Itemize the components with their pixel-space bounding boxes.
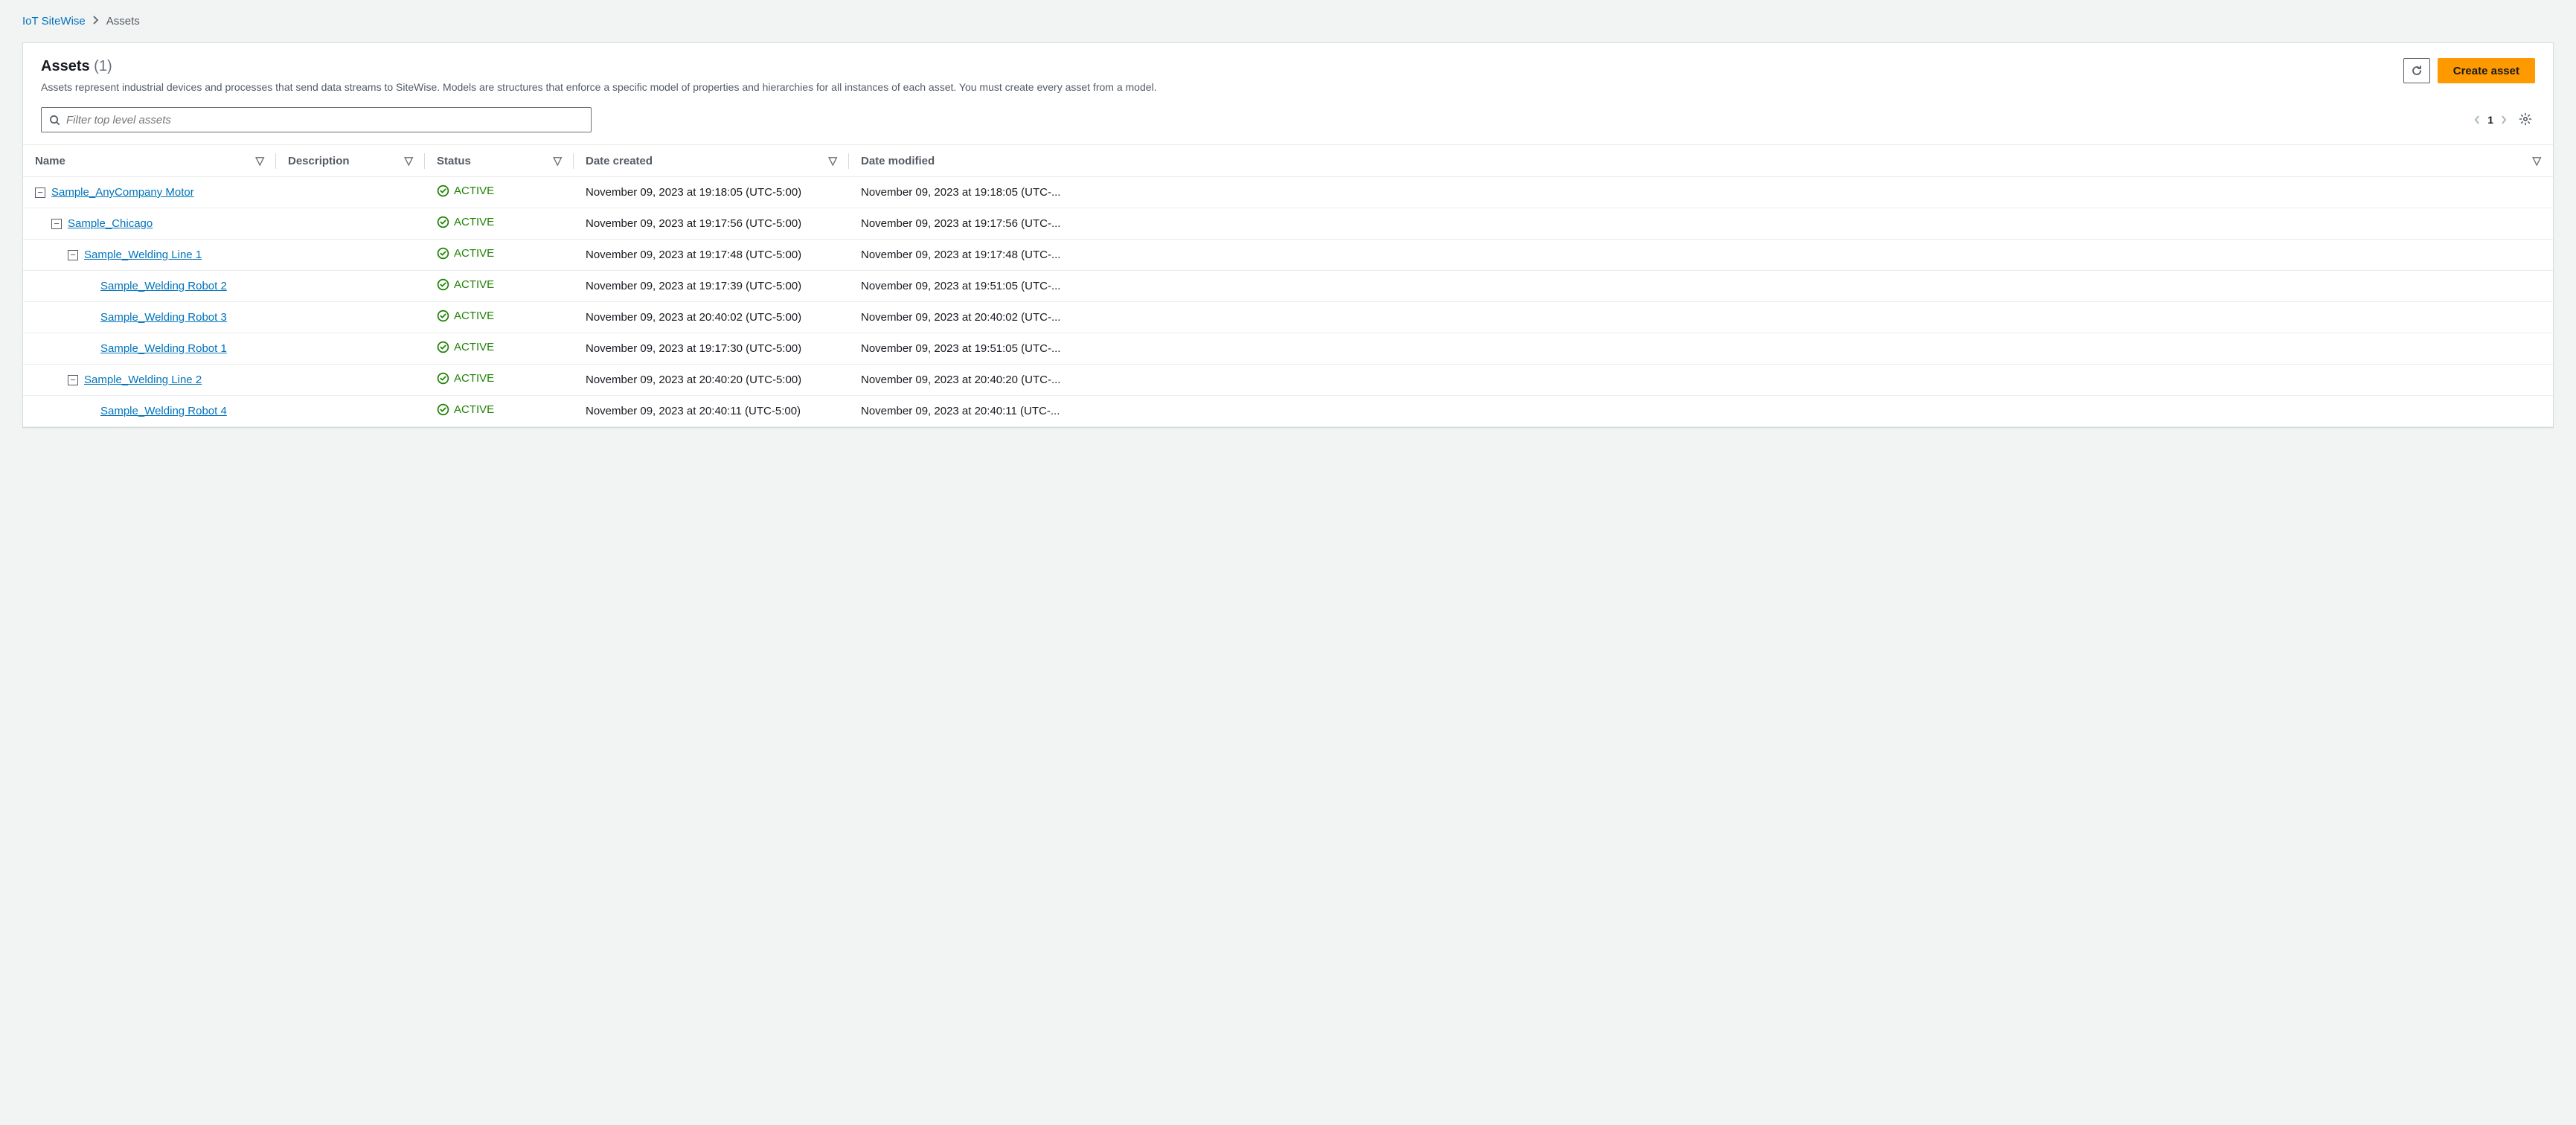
toolbar: 1	[23, 107, 2553, 144]
cell-description	[276, 177, 425, 208]
col-header-name[interactable]: Name▽	[23, 145, 276, 177]
tree-collapse-icon[interactable]: −	[68, 250, 78, 260]
cell-modified: November 09, 2023 at 19:51:05 (UTC-...	[849, 271, 2553, 302]
sort-icon: ▽	[404, 154, 413, 167]
cell-description	[276, 208, 425, 240]
refresh-button[interactable]	[2403, 58, 2430, 83]
pager-next-icon[interactable]	[2501, 115, 2507, 125]
settings-button[interactable]	[2516, 109, 2535, 131]
asset-link[interactable]: Sample_Welding Robot 3	[100, 311, 227, 324]
cell-description	[276, 365, 425, 396]
cell-modified: November 09, 2023 at 20:40:20 (UTC-...	[849, 365, 2553, 396]
cell-created: November 09, 2023 at 19:17:48 (UTC-5:00)	[574, 240, 849, 271]
col-header-created[interactable]: Date created▽	[574, 145, 849, 177]
col-header-description[interactable]: Description▽	[276, 145, 425, 177]
table-row: Sample_Welding Robot 2 ACTIVE November 09,…	[23, 271, 2553, 302]
assets-table: Name▽ Description▽ Status▽ Date created▽…	[23, 144, 2553, 427]
title-text: Assets	[41, 58, 90, 74]
status-badge: ACTIVE	[437, 403, 494, 416]
page-title: Assets (1)	[41, 58, 2386, 75]
pager-prev-icon[interactable]	[2474, 115, 2480, 125]
assets-count: (1)	[94, 58, 112, 74]
cell-created: November 09, 2023 at 19:17:39 (UTC-5:00)	[574, 271, 849, 302]
table-row: Sample_Welding Robot 1 ACTIVE November 09,…	[23, 333, 2553, 365]
breadcrumb-root-link[interactable]: IoT SiteWise	[22, 15, 86, 28]
table-row: −Sample_Chicago ACTIVE November 09, 2023 a…	[23, 208, 2553, 240]
status-badge: ACTIVE	[437, 216, 494, 228]
sort-icon: ▽	[255, 154, 264, 167]
asset-link[interactable]: Sample_Welding Robot 4	[100, 405, 227, 417]
search-container	[41, 107, 592, 132]
asset-link[interactable]: Sample_Welding Robot 2	[100, 280, 227, 292]
page-number: 1	[2487, 114, 2493, 126]
cell-modified: November 09, 2023 at 20:40:11 (UTC-...	[849, 396, 2553, 427]
asset-link[interactable]: Sample_Welding Line 2	[84, 374, 202, 386]
col-header-status[interactable]: Status▽	[425, 145, 574, 177]
cell-created: November 09, 2023 at 19:17:30 (UTC-5:00)	[574, 333, 849, 365]
cell-modified: November 09, 2023 at 19:51:05 (UTC-...	[849, 333, 2553, 365]
table-row: −Sample_Welding Line 1 ACTIVE November 09,…	[23, 240, 2553, 271]
create-asset-button[interactable]: Create asset	[2438, 58, 2535, 83]
col-header-modified[interactable]: Date modified▽	[849, 145, 2553, 177]
panel-header: Assets (1) Assets represent industrial d…	[23, 43, 2553, 107]
table-row: −Sample_AnyCompany Motor ACTIVE November 0…	[23, 177, 2553, 208]
gear-icon	[2519, 112, 2532, 126]
search-icon	[49, 115, 60, 126]
cell-description	[276, 240, 425, 271]
cell-description	[276, 333, 425, 365]
cell-created: November 09, 2023 at 19:17:56 (UTC-5:00)	[574, 208, 849, 240]
sort-icon: ▽	[553, 154, 562, 167]
panel-description: Assets represent industrial devices and …	[41, 80, 2386, 95]
sort-icon: ▽	[828, 154, 837, 167]
tree-collapse-icon[interactable]: −	[35, 188, 45, 198]
asset-link[interactable]: Sample_AnyCompany Motor	[51, 186, 194, 199]
tree-collapse-icon[interactable]: −	[68, 375, 78, 385]
status-badge: ACTIVE	[437, 278, 494, 291]
pagination: 1	[2474, 114, 2507, 126]
status-badge: ACTIVE	[437, 185, 494, 197]
table-row: −Sample_Welding Line 2 ACTIVE November 09,…	[23, 365, 2553, 396]
assets-panel: Assets (1) Assets represent industrial d…	[22, 42, 2554, 428]
asset-link[interactable]: Sample_Welding Line 1	[84, 249, 202, 261]
tree-collapse-icon[interactable]: −	[51, 219, 62, 229]
cell-description	[276, 271, 425, 302]
status-badge: ACTIVE	[437, 310, 494, 322]
cell-created: November 09, 2023 at 19:18:05 (UTC-5:00)	[574, 177, 849, 208]
table-row: Sample_Welding Robot 3 ACTIVE November 09,…	[23, 302, 2553, 333]
cell-modified: November 09, 2023 at 19:17:56 (UTC-...	[849, 208, 2553, 240]
cell-created: November 09, 2023 at 20:40:02 (UTC-5:00)	[574, 302, 849, 333]
cell-created: November 09, 2023 at 20:40:20 (UTC-5:00)	[574, 365, 849, 396]
asset-link[interactable]: Sample_Welding Robot 1	[100, 342, 227, 355]
cell-description	[276, 302, 425, 333]
cell-modified: November 09, 2023 at 19:17:48 (UTC-...	[849, 240, 2553, 271]
chevron-right-icon	[93, 15, 99, 28]
cell-description	[276, 396, 425, 427]
breadcrumb: IoT SiteWise Assets	[22, 15, 2554, 28]
asset-link[interactable]: Sample_Chicago	[68, 217, 153, 230]
sort-icon: ▽	[2532, 154, 2541, 167]
table-row: Sample_Welding Robot 4 ACTIVE November 09,…	[23, 396, 2553, 427]
status-badge: ACTIVE	[437, 372, 494, 385]
breadcrumb-current: Assets	[106, 15, 140, 28]
refresh-icon	[2411, 65, 2423, 77]
cell-created: November 09, 2023 at 20:40:11 (UTC-5:00)	[574, 396, 849, 427]
status-badge: ACTIVE	[437, 247, 494, 260]
status-badge: ACTIVE	[437, 341, 494, 353]
search-input[interactable]	[60, 114, 583, 126]
cell-modified: November 09, 2023 at 19:18:05 (UTC-...	[849, 177, 2553, 208]
cell-modified: November 09, 2023 at 20:40:02 (UTC-...	[849, 302, 2553, 333]
